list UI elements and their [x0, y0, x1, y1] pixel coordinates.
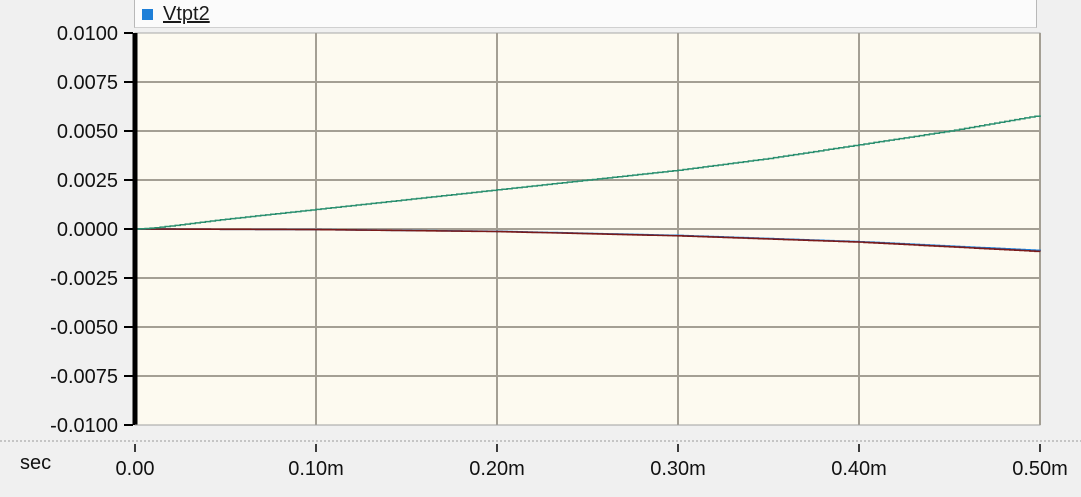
x-tick-label: 0.30m — [650, 458, 706, 480]
y-tick-label: 0.0000 — [57, 219, 118, 241]
series-layer — [135, 115, 1041, 253]
x-tick-label: 0.40m — [831, 458, 887, 480]
x-tick-label: 0.20m — [469, 458, 525, 480]
x-axis-label: sec — [20, 452, 51, 474]
y-tick-label: -0.0100 — [50, 415, 118, 437]
legend: Vtpt2 — [134, 0, 1037, 28]
series-line-3[interactable] — [135, 228, 1041, 253]
y-tick-label: -0.0050 — [50, 317, 118, 339]
y-tick-label: 0.0075 — [57, 72, 118, 94]
x-tick-label: 0.00 — [116, 458, 155, 480]
x-tick-labels: 0.00 0.10m 0.20m 0.30m 0.40m 0.50m — [116, 444, 1068, 480]
x-tick-label: 0.50m — [1012, 458, 1068, 480]
legend-entry-vtpt2[interactable]: Vtpt2 — [163, 3, 210, 25]
y-tick-labels: 0.0100 0.0075 0.0050 0.0025 0.0000 -0.0025 -0.… — [50, 23, 133, 437]
y-tick-label: -0.0025 — [50, 268, 118, 290]
series-line-2[interactable] — [135, 115, 1041, 230]
x-tick-label: 0.10m — [288, 458, 344, 480]
y-tick-label: 0.0025 — [57, 170, 118, 192]
legend-swatch-vtpt2 — [142, 9, 153, 20]
grid — [135, 33, 1041, 425]
y-tick-label: -0.0075 — [50, 366, 118, 388]
y-tick-label: 0.0100 — [57, 23, 118, 45]
y-tick-label: 0.0050 — [57, 121, 118, 143]
